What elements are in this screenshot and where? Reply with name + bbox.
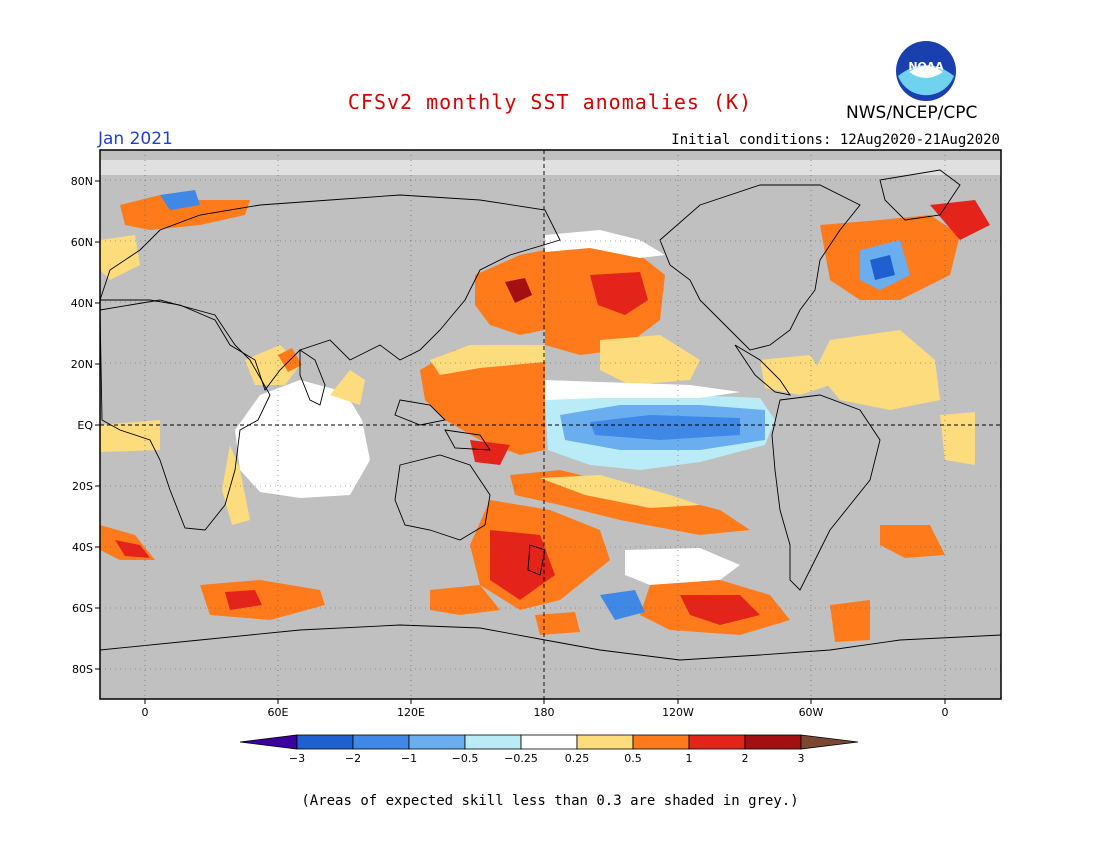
colorbar-box	[632, 734, 690, 750]
lon-label: 60W	[799, 706, 824, 719]
anomaly-patch	[590, 272, 648, 315]
sumatra-borneo-outline	[394, 399, 446, 426]
colorbar-box	[296, 734, 354, 750]
anomaly-patch	[600, 590, 645, 620]
anomaly-patch	[815, 330, 940, 410]
anomaly-patch	[235, 380, 370, 498]
lat-label: 60N	[71, 236, 93, 249]
anomaly-patch	[100, 160, 1001, 175]
anomaly-patch	[590, 415, 740, 440]
noaa-logo: NOAA	[896, 41, 956, 101]
anomaly-patch	[222, 445, 250, 525]
anomaly-patch	[830, 600, 870, 642]
australia-outline	[394, 454, 491, 541]
greenland-outline	[879, 169, 961, 221]
longitude-axis: 0 60E 120E 180 120W 60W 0	[142, 699, 949, 719]
anomaly-patch	[505, 278, 532, 303]
anomaly-patch	[625, 548, 740, 585]
lat-label: 80N	[71, 175, 93, 188]
anomaly-patch	[330, 370, 365, 405]
new-zealand-outline	[527, 544, 546, 576]
anomaly-patch	[760, 355, 830, 395]
india-outline	[299, 349, 326, 406]
colorbar-label: −3	[289, 752, 305, 765]
lat-label: 20S	[72, 480, 93, 493]
agency-label: NWS/NCEP/CPC	[846, 103, 978, 123]
colorbar-label: −1	[401, 752, 417, 765]
anomaly-patch	[470, 440, 510, 465]
initial-conditions-label: Initial conditions: 12Aug2020-21Aug2020	[671, 132, 1000, 148]
lat-label: 40N	[71, 297, 93, 310]
south-america-outline	[771, 394, 881, 591]
map-title: CFSv2 monthly SST anomalies (K)	[347, 90, 753, 114]
anomaly-patch	[870, 255, 895, 280]
lat-label: 60S	[72, 602, 93, 615]
graticule	[100, 150, 1001, 699]
colorbar-box	[352, 734, 410, 750]
anomaly-patch	[600, 335, 700, 385]
colorbar-low-extend	[239, 734, 298, 750]
colorbar-label: 1	[686, 752, 693, 765]
lon-label: 0	[142, 706, 149, 719]
colorbar-label: 3	[798, 752, 805, 765]
central-america-outline	[734, 344, 791, 396]
lat-label: 80S	[72, 663, 93, 676]
colorbar-label: −0.5	[452, 752, 479, 765]
anomaly-patch	[200, 580, 325, 620]
eurasia-outline	[100, 194, 561, 391]
anomaly-patch	[100, 235, 140, 280]
colorbar-label: 2	[742, 752, 749, 765]
colorbar-label: −0.25	[504, 752, 538, 765]
anomaly-field	[100, 160, 1001, 642]
lat-label: EQ	[77, 419, 93, 432]
anomaly-patch	[115, 540, 150, 558]
lon-label: 0	[942, 706, 949, 719]
anomaly-patch	[100, 420, 160, 452]
anomaly-patch	[160, 190, 200, 210]
anomaly-patch	[680, 595, 760, 625]
logo-text: NOAA	[908, 60, 944, 73]
colorbar-high-extend	[800, 734, 859, 750]
colorbar-box	[688, 734, 746, 750]
new-guinea-outline	[444, 429, 491, 451]
lon-label: 60E	[268, 706, 289, 719]
lat-label: 40S	[72, 541, 93, 554]
colorbar-label: 0.5	[624, 752, 642, 765]
anomaly-patch	[940, 412, 975, 465]
lon-label: 120E	[397, 706, 425, 719]
colorbar-label: 0.25	[565, 752, 590, 765]
colorbar: −3 −2 −1 −0.5 −0.25 0.25 0.5 1 2 3	[239, 734, 859, 765]
africa-outline	[100, 299, 271, 531]
colorbar-box	[520, 734, 578, 750]
anomaly-patch	[120, 195, 250, 230]
valid-month-label: Jan 2021	[98, 129, 173, 149]
lon-label: 180	[534, 706, 555, 719]
antarctica-outline	[100, 624, 1001, 661]
latitude-axis: 80N 60N 40N 20N EQ 20S 40S 60S 80S	[71, 175, 100, 676]
lon-label: 120W	[662, 706, 694, 719]
coastlines	[100, 169, 1001, 661]
skill-footnote: (Areas of expected skill less than 0.3 a…	[301, 793, 799, 809]
anomaly-patch	[540, 475, 700, 508]
colorbar-box	[464, 734, 522, 750]
anomaly-patch	[430, 345, 545, 375]
lat-label: 20N	[71, 358, 93, 371]
colorbar-label: −2	[345, 752, 361, 765]
anomaly-patch	[545, 230, 665, 258]
colorbar-box	[576, 734, 634, 750]
colorbar-box	[744, 734, 802, 750]
anomaly-patch	[225, 590, 262, 610]
colorbar-box	[408, 734, 466, 750]
north-america-outline	[659, 184, 861, 351]
anomaly-patch	[545, 380, 740, 400]
anomaly-patch	[535, 612, 580, 635]
anomaly-patch	[880, 525, 945, 558]
anomaly-patch	[420, 350, 545, 455]
anomaly-patch	[430, 585, 500, 615]
